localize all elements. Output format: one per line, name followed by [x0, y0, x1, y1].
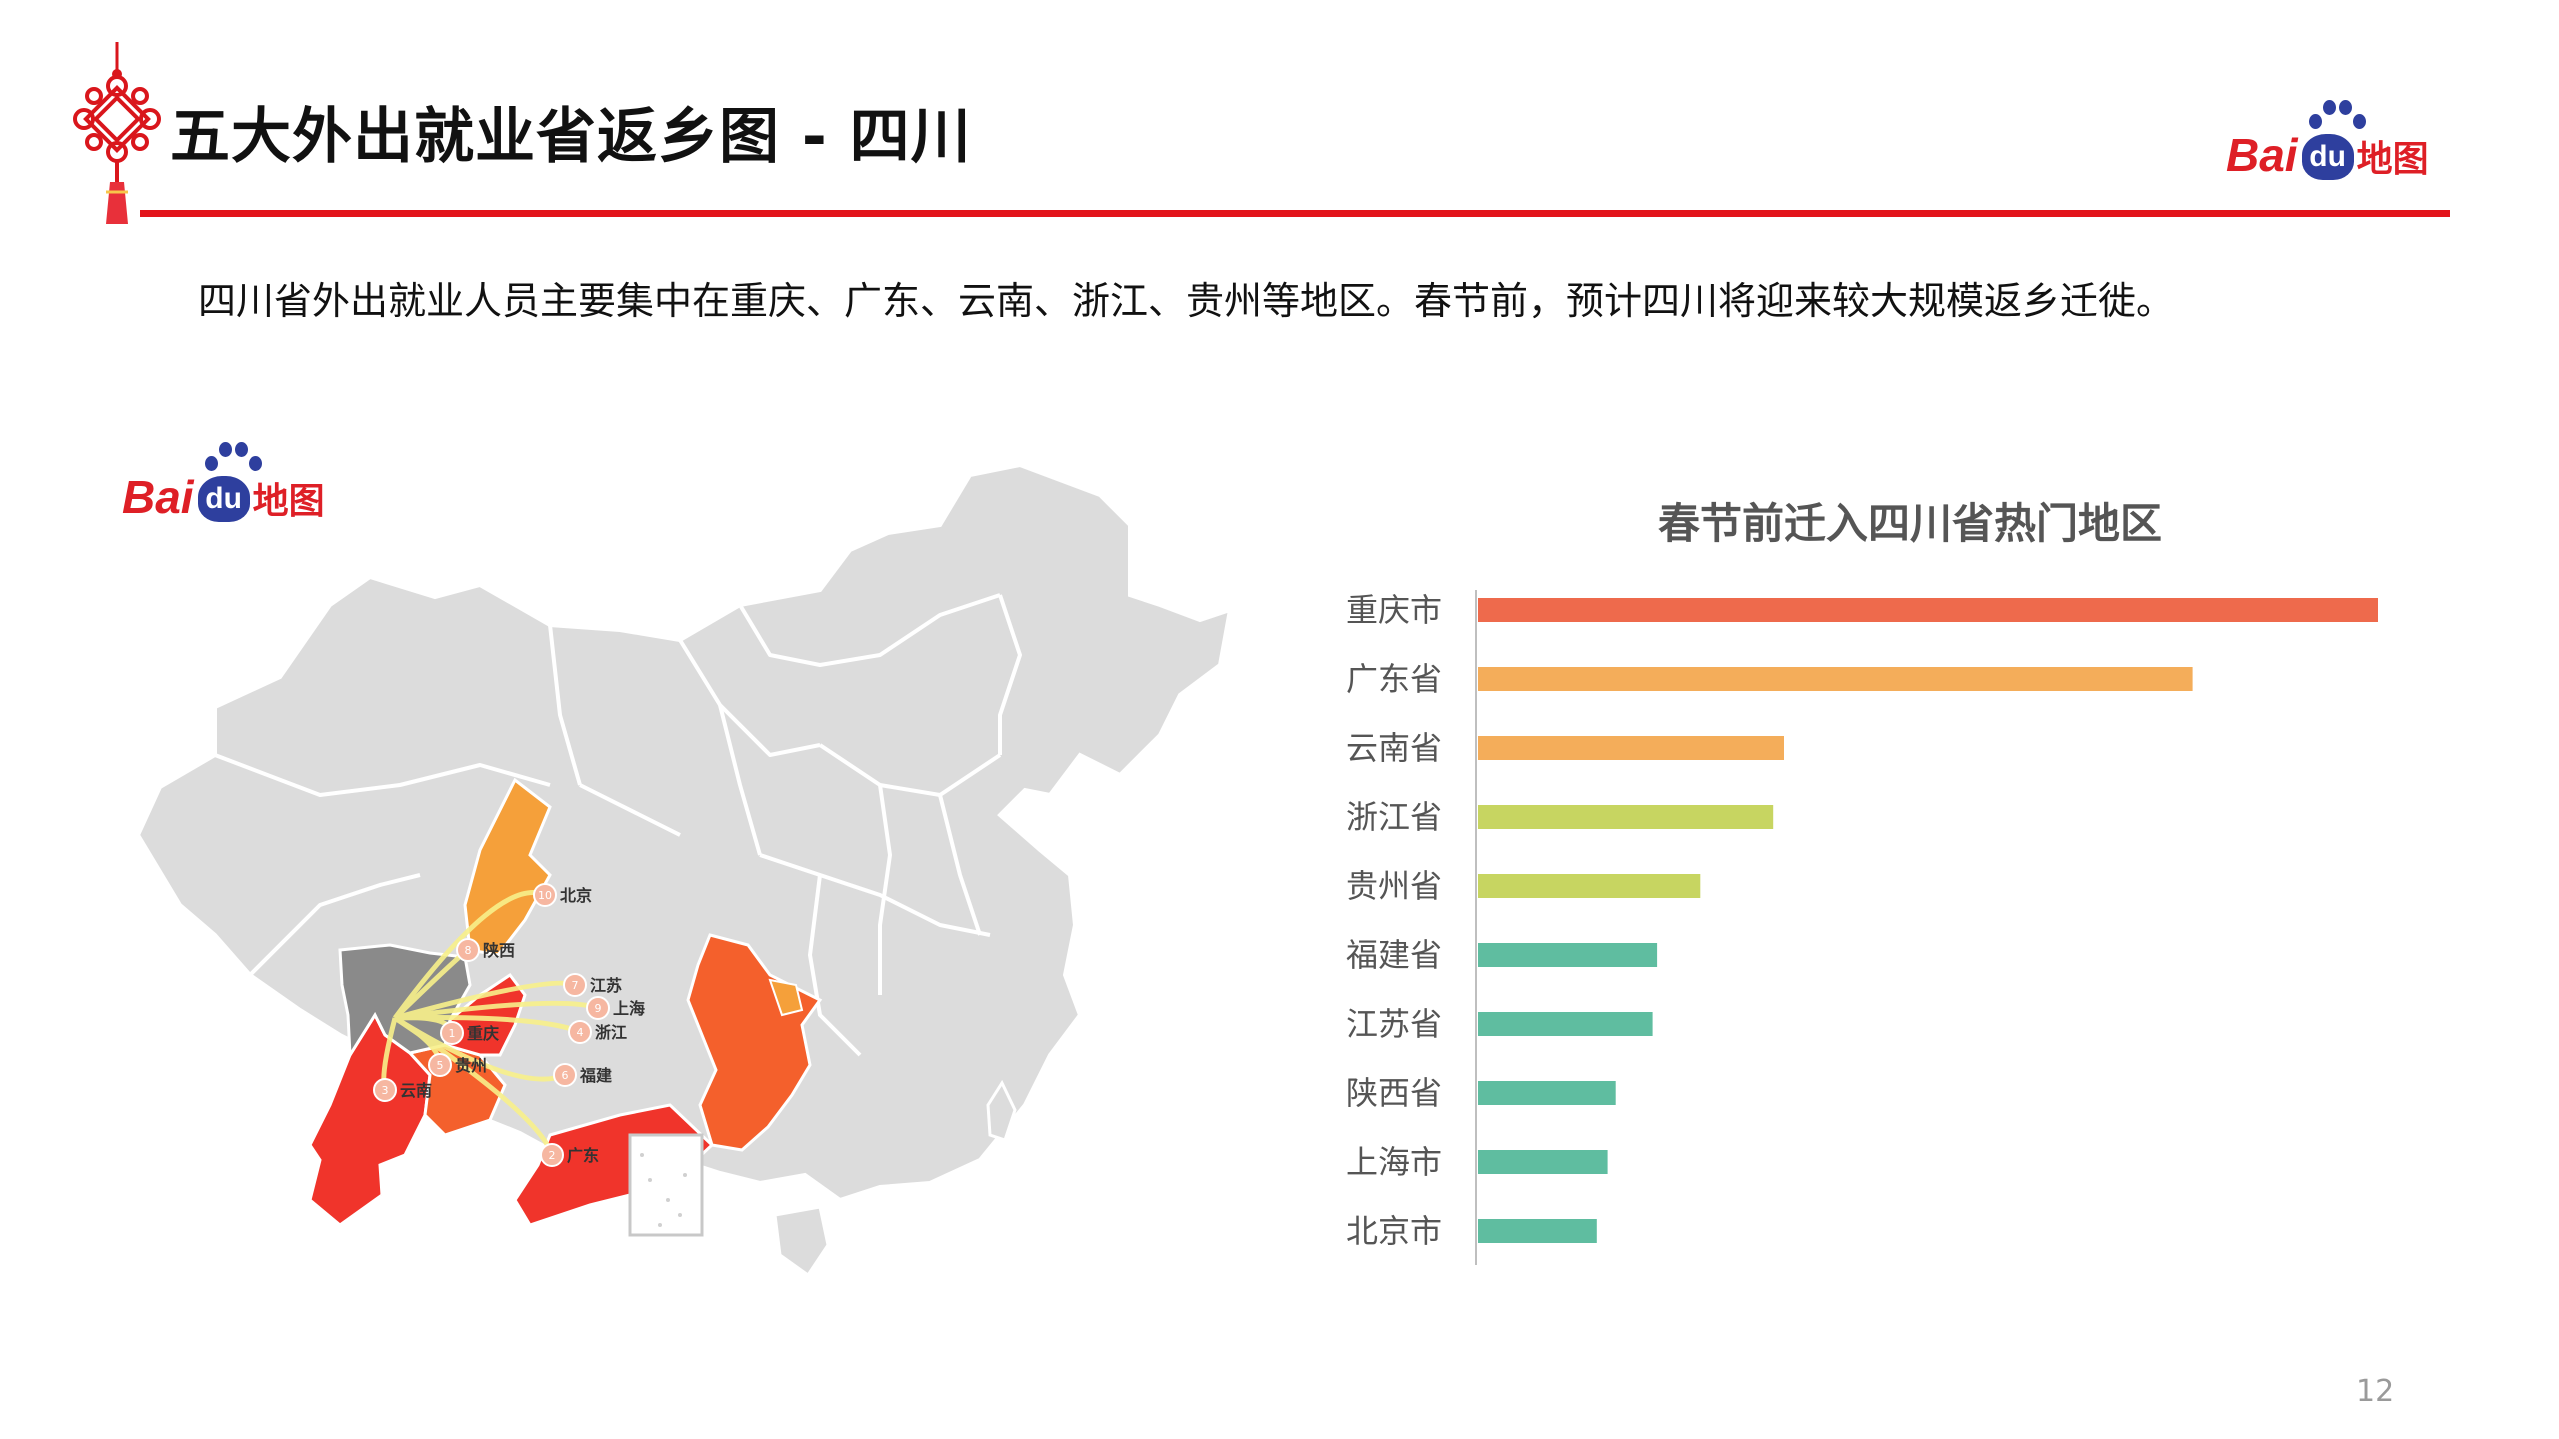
logo-text-ditu: 地图	[252, 481, 325, 522]
marker-label: 江苏	[590, 976, 622, 995]
bar-8	[1478, 1150, 1608, 1174]
marker-circle	[586, 996, 610, 1020]
inset-south-china-sea	[628, 1133, 704, 1237]
marker-circle	[428, 1053, 452, 1077]
marker-rank: 10	[538, 889, 552, 902]
marker-rank: 5	[437, 1059, 444, 1072]
chart-bars	[1478, 598, 2378, 1243]
description-text: 四川省外出就业人员主要集中在重庆、广东、云南、浙江、贵州等地区。春节前，预计四川…	[198, 279, 2175, 323]
marker-label: 重庆	[467, 1024, 499, 1043]
marker-label: 上海	[613, 999, 645, 1018]
marker-circle	[456, 938, 480, 962]
paw-icon	[199, 440, 269, 480]
marker-circle	[553, 1063, 577, 1087]
marker-circle	[568, 1020, 592, 1044]
bar-6	[1478, 1012, 1653, 1036]
bar-4	[1478, 874, 1701, 898]
marker-rank: 1	[449, 1027, 456, 1040]
category-label: 上海市	[1346, 1143, 1442, 1181]
marker-circle	[540, 1143, 564, 1167]
marker-rank: 7	[572, 979, 579, 992]
marker-rank: 3	[382, 1084, 389, 1097]
category-label: 福建省	[1346, 936, 1442, 974]
baidu-map-logo: Bai du 地图	[2226, 100, 2429, 182]
logo-text-du: du	[2301, 134, 2354, 180]
region-shanghai	[768, 978, 804, 1017]
marker-label: 广东	[567, 1146, 599, 1165]
title-divider	[140, 210, 2450, 217]
logo-text-ditu: 地图	[2356, 139, 2429, 180]
region-sichuan	[338, 943, 472, 1060]
page-number: 12	[2356, 1374, 2395, 1409]
category-label: 重庆市	[1346, 591, 1442, 629]
marker-rank: 9	[595, 1002, 602, 1015]
category-label: 江苏省	[1346, 1005, 1442, 1043]
logo-text-du: du	[197, 476, 250, 522]
bar-2	[1478, 736, 1784, 760]
marker-label: 福建	[579, 1066, 612, 1085]
marker-label: 浙江	[595, 1023, 627, 1042]
marker-label: 北京	[560, 886, 592, 905]
logo-text-bai: Bai	[2226, 129, 2298, 181]
category-label: 贵州省	[1346, 867, 1442, 905]
logo-text-bai: Bai	[122, 471, 194, 523]
category-label: 广东省	[1346, 660, 1442, 698]
bar-3	[1478, 805, 1774, 829]
bar-9	[1478, 1219, 1597, 1243]
category-label: 陕西省	[1346, 1074, 1442, 1112]
map-markers: 1 重庆 2 广东 3 云南 4 浙江 5 贵州 6 福建 7 江苏 8 陕西 9 上海 10 北京	[373, 883, 645, 1167]
china-migration-map: 1 重庆 2 广东 3 云南 4 浙江 5 贵州 6 福建 7 江苏 8 陕西 9 上海 10 北京	[135, 462, 1233, 1278]
map-baidu-logo: Bai du 地图	[122, 442, 325, 524]
category-label: 云南省	[1346, 729, 1442, 767]
bar-0	[1478, 598, 2378, 622]
marker-circle	[373, 1078, 397, 1102]
category-label: 浙江省	[1346, 798, 1442, 836]
marker-circle	[563, 973, 587, 997]
marker-rank: 8	[465, 944, 472, 957]
marker-rank: 6	[562, 1069, 569, 1082]
region-chongqing	[443, 972, 527, 1057]
chinese-knot-icon	[73, 42, 161, 224]
category-label: 北京市	[1346, 1212, 1442, 1250]
marker-circle	[533, 883, 557, 907]
inbound-regions-bar-chart: 春节前迁入四川省热门地区 重庆市广东省云南省浙江省贵州省福建省江苏省陕西省上海市…	[1346, 499, 2378, 1265]
marker-label: 云南	[400, 1081, 432, 1100]
bar-1	[1478, 667, 2193, 691]
page-title: 五大外出就业省返乡图 - 四川	[170, 102, 972, 172]
chart-title: 春节前迁入四川省热门地区	[1658, 499, 2162, 548]
marker-rank: 2	[549, 1149, 556, 1162]
bar-5	[1478, 943, 1658, 967]
bar-7	[1478, 1081, 1616, 1105]
marker-circle	[440, 1021, 464, 1045]
marker-label: 贵州	[455, 1056, 487, 1075]
paw-icon	[2303, 98, 2373, 138]
marker-label: 陕西	[483, 941, 515, 960]
marker-rank: 4	[577, 1026, 584, 1039]
